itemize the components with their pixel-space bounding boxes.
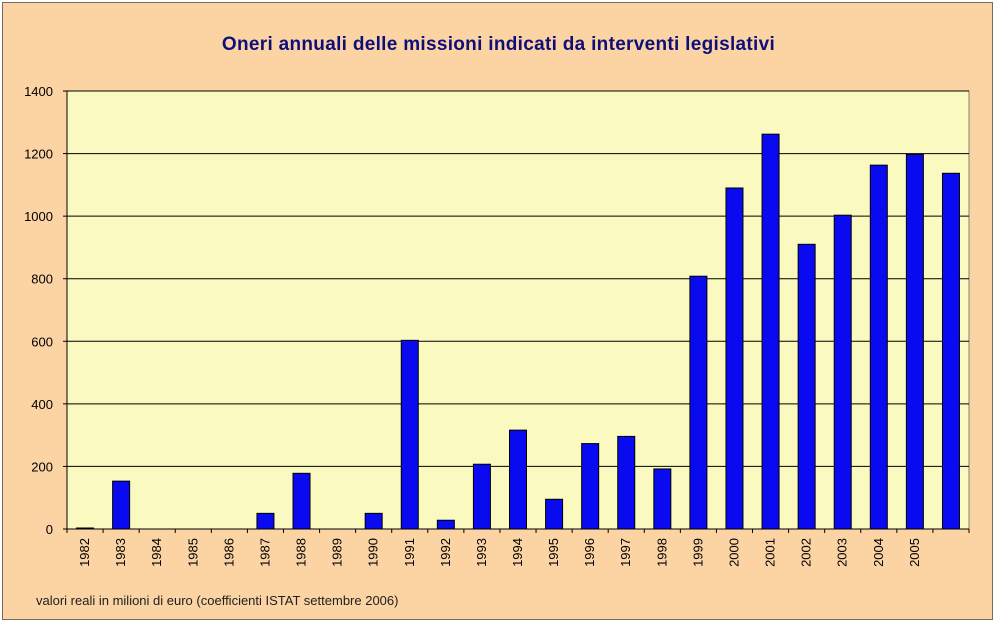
x-tick-label: 2003 xyxy=(835,538,850,567)
x-tick-label: 1987 xyxy=(257,538,272,567)
y-tick-label: 400 xyxy=(31,397,53,412)
x-tick-label: 2001 xyxy=(763,538,778,567)
y-tick-label: 1200 xyxy=(24,147,53,162)
x-tick-label: 1982 xyxy=(77,538,92,567)
x-tick-label: 1988 xyxy=(294,538,309,567)
x-tick-label: 2000 xyxy=(726,538,741,567)
x-tick-label: 1993 xyxy=(474,538,489,567)
x-tick-label: 1999 xyxy=(690,538,705,567)
y-tick-label: 0 xyxy=(46,522,53,537)
axes xyxy=(66,91,970,533)
bar-1991 xyxy=(400,339,419,530)
x-tick-label: 1998 xyxy=(654,538,669,567)
bar-1988 xyxy=(292,472,311,530)
y-tick-labels: 0 200 400 600 800 1000 1200 1400 xyxy=(24,84,53,537)
y-tick-label: 200 xyxy=(31,459,53,474)
x-tick-label: 1996 xyxy=(582,538,597,567)
x-tick-label: 1983 xyxy=(113,538,128,567)
x-tick-label: 2002 xyxy=(799,538,814,567)
bar-1983 xyxy=(112,480,131,530)
bar-1990 xyxy=(364,512,383,530)
y-tick-label: 800 xyxy=(31,272,53,287)
bar-1997 xyxy=(617,435,636,530)
x-tick-label: 1991 xyxy=(402,538,417,567)
y-tick-label: 600 xyxy=(31,334,53,349)
x-tick-label: 1990 xyxy=(366,538,381,567)
bar-2000 xyxy=(725,187,744,530)
x-tick-label: 1984 xyxy=(149,538,164,567)
bar-1995 xyxy=(545,498,564,530)
x-tick-label: 1985 xyxy=(185,538,200,567)
gridlines xyxy=(63,90,969,530)
bar-1987 xyxy=(256,512,275,530)
bar-2001 xyxy=(761,133,780,530)
bars xyxy=(76,133,960,530)
y-tick-label: 1000 xyxy=(24,209,53,224)
x-tick-label: 2004 xyxy=(871,538,886,567)
bar-2005 xyxy=(905,154,924,530)
x-tick-label: 2005 xyxy=(907,538,922,567)
bar-1999 xyxy=(689,275,708,530)
x-tick-label: 1995 xyxy=(546,538,561,567)
bar-1994 xyxy=(509,429,527,530)
x-tick-label: 1997 xyxy=(618,538,633,567)
x-tick-label: 1994 xyxy=(510,538,525,567)
bar-1996 xyxy=(581,443,600,530)
chart-footnote: valori reali in milioni di euro (coeffic… xyxy=(36,593,399,608)
bar-last xyxy=(941,172,960,530)
bar-1993 xyxy=(472,463,491,530)
bar-1992 xyxy=(436,519,455,530)
y-tick-label: 1400 xyxy=(24,84,53,99)
x-tick-label: 1989 xyxy=(330,538,345,567)
bar-2002 xyxy=(797,243,816,530)
x-tick-label: 1992 xyxy=(438,538,453,567)
x-tick-labels: 1982 1983 1984 1985 1986 1987 1988 1989 1990 1991… xyxy=(77,538,922,567)
x-tick-label: 1986 xyxy=(221,538,236,567)
bar-2004 xyxy=(869,164,888,530)
bar-1998 xyxy=(653,468,672,530)
chart-title: Oneri annuali delle missioni indicati da… xyxy=(221,34,776,55)
bar-2003 xyxy=(833,214,852,530)
